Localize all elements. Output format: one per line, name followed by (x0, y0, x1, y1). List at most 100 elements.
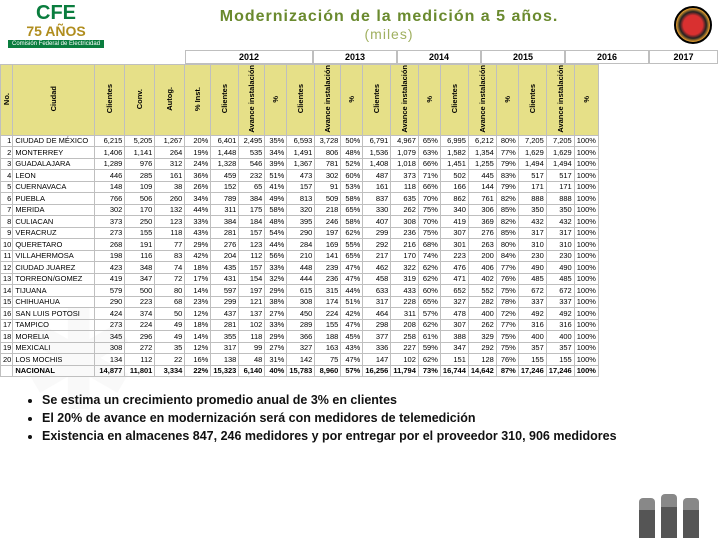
cell-p14: 45% (341, 331, 363, 343)
cell-a13: 65 (239, 181, 265, 193)
cell-c13: 1,448 (211, 147, 239, 159)
cell-no: 19 (1, 342, 13, 354)
cell-a17: 400 (546, 331, 574, 343)
cell-p16: 80% (496, 135, 518, 147)
cell-city: LOS MOCHIS (13, 354, 95, 366)
suterm-logo (674, 6, 712, 44)
cell-cli12: 419 (95, 273, 125, 285)
col-no: No. (2, 93, 11, 105)
cell-c15: 299 (363, 227, 391, 239)
cell-a16: 552 (468, 285, 496, 297)
cell-c17: 1,494 (518, 158, 546, 170)
cell-pinst: 14% (185, 331, 211, 343)
cell-c17: 672 (518, 285, 546, 297)
cell-no: 12 (1, 262, 13, 274)
cell-c15: 217 (363, 250, 391, 262)
table-row: 12CIUDAD JUAREZ4233487418%43515733%44823… (1, 262, 599, 274)
cell-p13: 41% (265, 181, 287, 193)
table-row: 14TIJUANA5795008014%59719729%61531544%63… (1, 285, 599, 297)
cell-auto: 260 (155, 193, 185, 205)
cell-p15: 60% (418, 285, 440, 297)
table-row: 9VERACRUZ27315511843%28115754%29019762%2… (1, 227, 599, 239)
cell-p15: 70% (418, 193, 440, 205)
cell-city: MEXICALI (13, 342, 95, 354)
cell-c17: 517 (518, 170, 546, 182)
cell-c14: 284 (287, 239, 315, 251)
cell-p13: 56% (265, 250, 287, 262)
cell-a13: 121 (239, 296, 265, 308)
cell-a16: 761 (468, 193, 496, 205)
year-2016: 2016 (565, 50, 649, 64)
cell-p16: 82% (496, 193, 518, 205)
cell-p15: 74% (418, 250, 440, 262)
cell-p16: 79% (496, 158, 518, 170)
cell-p13: 34% (265, 147, 287, 159)
cell-conv: 112 (125, 354, 155, 366)
cell-a17: 517 (546, 170, 574, 182)
cell-c14: 1,367 (287, 158, 315, 170)
cell-no: 9 (1, 227, 13, 239)
cell-c15: 1,536 (363, 147, 391, 159)
cell-c17: 357 (518, 342, 546, 354)
cell-no: 5 (1, 181, 13, 193)
table-row: 20LOS MOCHIS1341122216%1384831%1427547%1… (1, 354, 599, 366)
col-pct-2014: % (347, 96, 356, 103)
cell-no: 18 (1, 331, 13, 343)
cell-p15: 62% (418, 354, 440, 366)
cell-c17: 492 (518, 308, 546, 320)
cell-c13: 299 (211, 296, 239, 308)
cell-no: 15 (1, 296, 13, 308)
cell-c16: 327 (440, 296, 468, 308)
cell-c17: 400 (518, 331, 546, 343)
cell-a16: 306 (468, 204, 496, 216)
cell-p17: 100% (574, 239, 598, 251)
cell-p15: 66% (418, 181, 440, 193)
cell-p16: 82% (496, 216, 518, 228)
cell-conv: 285 (125, 170, 155, 182)
cell-conv: 250 (125, 216, 155, 228)
cell-a15: 118 (391, 181, 419, 193)
cell-a15: 1,018 (391, 158, 419, 170)
cell-a15: 227 (391, 342, 419, 354)
cell-city: MERIDA (13, 204, 95, 216)
cell-no: 14 (1, 285, 13, 297)
cell-c15: 633 (363, 285, 391, 297)
cell-p17: 100% (574, 158, 598, 170)
cell-p14: 48% (341, 147, 363, 159)
col-pct-2013: % (271, 96, 280, 103)
cell-a14: 218 (315, 204, 341, 216)
cell-cli12: 766 (95, 193, 125, 205)
cell-a16: 282 (468, 296, 496, 308)
cell-cli12: 268 (95, 239, 125, 251)
cell-a17: 357 (546, 342, 574, 354)
cell-c14: 6,593 (287, 135, 315, 147)
cell-a17: 1,629 (546, 147, 574, 159)
cell-c16: 478 (440, 308, 468, 320)
cell-pinst: 12% (185, 308, 211, 320)
cell-pinst: 19% (185, 147, 211, 159)
cell-city: TAMPICO (13, 319, 95, 331)
cell-no: 7 (1, 204, 13, 216)
cell-c17: 337 (518, 296, 546, 308)
cell-a14: 75 (315, 354, 341, 366)
cell-city: VERACRUZ (13, 227, 95, 239)
cell-p17: 100% (574, 204, 598, 216)
col-ciudad: Ciudad (49, 86, 58, 111)
cell-p15: 65% (418, 296, 440, 308)
cell-p14: 50% (341, 135, 363, 147)
cell-a15: 208 (391, 319, 419, 331)
cell-p16: 77% (496, 147, 518, 159)
cell-p14: 58% (341, 216, 363, 228)
cell-a14: 141 (315, 250, 341, 262)
cell-c17: 17,246 (518, 365, 546, 377)
cell-p17: 100% (574, 193, 598, 205)
cell-c15: 298 (363, 319, 391, 331)
cell-c14: 142 (287, 354, 315, 366)
cell-c16: 340 (440, 204, 468, 216)
cell-a13: 6,140 (239, 365, 265, 377)
cell-auto: 49 (155, 331, 185, 343)
cell-cli12: 302 (95, 204, 125, 216)
cell-c16: 307 (440, 319, 468, 331)
cell-c16: 419 (440, 216, 468, 228)
bullets-list: Se estima un crecimiento promedio anual … (28, 391, 702, 445)
